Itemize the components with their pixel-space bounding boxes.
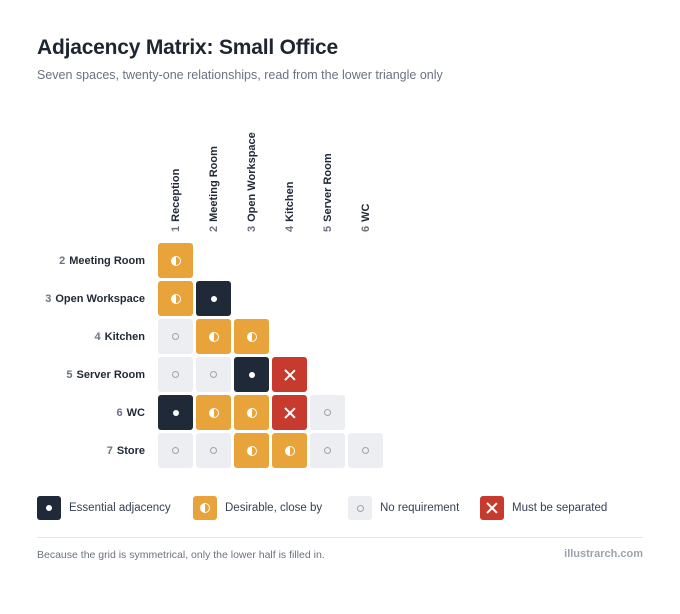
matrix-cell [234, 357, 269, 392]
label-text: Server Room [76, 368, 145, 381]
legend-label-separate: Must be separated [512, 502, 608, 514]
legend-swatch-desirable [193, 496, 217, 520]
label-text: Kitchen [104, 330, 145, 343]
row-label: 4 Kitchen [0, 330, 145, 344]
column-label: 4 Kitchen [284, 182, 296, 232]
matrix-cell [310, 433, 345, 468]
matrix-cell [196, 395, 231, 430]
matrix-cell [158, 243, 193, 278]
hollow-circle-icon [356, 504, 364, 512]
legend-label-essential: Essential adjacency [69, 502, 171, 514]
label-text: Server Room [321, 153, 334, 222]
half-circle-icon [170, 255, 181, 266]
label-text: WC [126, 406, 145, 419]
label-number: 5 [66, 368, 73, 381]
label-number: 3 [245, 225, 258, 232]
half-circle-icon [246, 445, 257, 456]
matrix-cell [272, 433, 307, 468]
label-text: WC [359, 203, 372, 222]
hollow-circle-icon [210, 371, 217, 378]
legend-swatch-essential [37, 496, 61, 520]
row-label: 6 WC [0, 406, 145, 420]
cross-icon [486, 502, 498, 514]
half-circle-icon [208, 331, 219, 342]
legend-label-none: No requirement [380, 502, 460, 514]
cross-icon [284, 369, 296, 381]
label-text: Reception [169, 168, 182, 222]
legend-swatch-separate [480, 496, 504, 520]
essential-dot-icon [172, 409, 179, 416]
hollow-circle-icon [324, 447, 331, 454]
label-number: 7 [106, 444, 113, 457]
column-label: 3 Open Workspace [246, 132, 258, 232]
matrix-cell [272, 357, 307, 392]
label-text: Open Workspace [55, 292, 145, 305]
matrix-cell [196, 319, 231, 354]
label-text: Meeting Room [207, 146, 220, 222]
matrix-cell [234, 319, 269, 354]
label-number: 6 [359, 225, 372, 232]
row-label: 3 Open Workspace [0, 292, 145, 306]
label-number: 3 [45, 292, 52, 305]
legend-item-separate: Must be separated [480, 496, 607, 520]
essential-dot-icon [248, 371, 255, 378]
brand-link[interactable]: illustrarch.com [564, 548, 643, 560]
footer-divider [37, 537, 643, 538]
label-text: Store [116, 444, 145, 457]
matrix-cell [158, 357, 193, 392]
matrix-cell [158, 395, 193, 430]
matrix-cell [196, 433, 231, 468]
matrix-cell [158, 433, 193, 468]
hollow-circle-icon [324, 409, 331, 416]
page-title: Adjacency Matrix: Small Office [37, 36, 338, 59]
matrix-cell [272, 395, 307, 430]
column-label: 2 Meeting Room [208, 146, 220, 232]
row-label: 5 Server Room [0, 368, 145, 382]
matrix-cell [234, 433, 269, 468]
half-circle-icon [246, 331, 257, 342]
hollow-circle-icon [172, 371, 179, 378]
hollow-circle-icon [362, 447, 369, 454]
matrix-cell [158, 281, 193, 316]
column-label: 5 Server Room [322, 153, 334, 232]
half-circle-icon [246, 407, 257, 418]
label-text: Meeting Room [69, 254, 145, 267]
footnote: Because the grid is symmetrical, only th… [37, 549, 325, 561]
legend-item-none: No requirement [348, 496, 459, 520]
matrix-cell [310, 395, 345, 430]
half-circle-icon [208, 407, 219, 418]
label-number: 1 [169, 225, 182, 232]
label-number: 4 [283, 225, 296, 232]
label-number: 6 [116, 406, 123, 419]
column-label: 1 Reception [170, 169, 182, 232]
label-number: 5 [321, 225, 334, 232]
hollow-circle-icon [172, 333, 179, 340]
matrix-cell [196, 281, 231, 316]
hollow-circle-icon [172, 447, 179, 454]
cross-icon [284, 407, 296, 419]
page-subtitle: Seven spaces, twenty-one relationships, … [37, 68, 443, 82]
half-circle-icon [284, 445, 295, 456]
label-text: Kitchen [283, 181, 296, 222]
row-label: 7 Store [0, 444, 145, 458]
legend-swatch-none [348, 496, 372, 520]
label-text: Open Workspace [245, 132, 258, 222]
matrix-cell [158, 319, 193, 354]
column-label: 6 WC [360, 204, 372, 232]
half-circle-icon [200, 503, 210, 513]
row-label: 2 Meeting Room [0, 254, 145, 268]
legend-item-desirable: Desirable, close by [193, 496, 322, 520]
label-number: 2 [207, 225, 220, 232]
matrix-cell [348, 433, 383, 468]
matrix-cell [234, 395, 269, 430]
half-circle-icon [170, 293, 181, 304]
hollow-circle-icon [210, 447, 217, 454]
label-number: 2 [59, 254, 66, 267]
legend-item-essential: Essential adjacency [37, 496, 171, 520]
essential-dot-icon [210, 295, 217, 302]
matrix-cell [196, 357, 231, 392]
label-number: 4 [94, 330, 101, 343]
legend-label-desirable: Desirable, close by [225, 502, 323, 514]
essential-dot-icon [46, 505, 52, 511]
